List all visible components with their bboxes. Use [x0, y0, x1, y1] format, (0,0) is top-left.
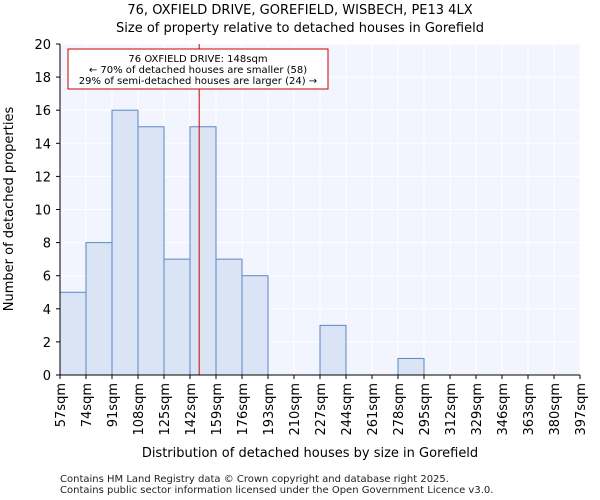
chart-title: 76, OXFIELD DRIVE, GOREFIELD, WISBECH, P… — [127, 3, 472, 18]
y-tick-label: 6 — [43, 270, 51, 285]
x-tick-label: 74sqm — [80, 383, 95, 427]
x-tick-label: 261sqm — [366, 383, 381, 436]
x-tick-label: 295sqm — [418, 383, 433, 436]
bars — [59, 109, 425, 376]
x-tick-label: 363sqm — [522, 383, 537, 436]
x-tick-label: 57sqm — [54, 383, 69, 427]
bar-278sqm — [397, 357, 425, 376]
y-tick-label: 2 — [43, 336, 51, 351]
x-tick-label: 227sqm — [314, 383, 329, 436]
y-tick-label: 10 — [34, 204, 51, 219]
x-tick-label: 125sqm — [158, 383, 173, 436]
x-tick-label: 397sqm — [574, 383, 589, 436]
x-axis-ticks: 57sqm 74sqm 91sqm 108sqm 125sqm 142sqm 159sqm 1… — [54, 374, 589, 436]
y-tick-label: 14 — [34, 137, 51, 152]
x-tick-label: 210sqm — [288, 383, 303, 436]
y-axis-ticks: 0 2 4 6 8 10 12 14 16 18 20 — [34, 38, 61, 384]
annotation-line-3: 29% of semi-detached houses are larger (… — [79, 76, 317, 87]
bar-125sqm — [163, 258, 191, 376]
x-tick-label: 244sqm — [340, 383, 355, 436]
x-tick-label: 278sqm — [392, 383, 407, 436]
x-tick-label: 142sqm — [184, 383, 199, 436]
x-tick-label: 108sqm — [132, 383, 147, 436]
x-axis-label: Distribution of detached houses by size … — [142, 446, 478, 461]
x-tick-label: 312sqm — [444, 383, 459, 436]
y-tick-label: 4 — [43, 303, 51, 318]
x-tick-label: 346sqm — [496, 383, 511, 436]
x-tick-label: 159sqm — [210, 383, 225, 436]
footer-line-1: Contains HM Land Registry data © Crown c… — [60, 474, 449, 485]
annotation-line-1: 76 OXFIELD DRIVE: 148sqm — [128, 54, 267, 65]
chart-subtitle: Size of property relative to detached ho… — [116, 21, 484, 36]
y-tick-label: 8 — [43, 237, 51, 252]
y-tick-label: 20 — [34, 38, 51, 53]
annotation-line-2: ← 70% of detached houses are smaller (58… — [89, 65, 307, 76]
x-tick-label: 193sqm — [262, 383, 277, 436]
bar-108sqm — [137, 126, 165, 376]
x-tick-label: 329sqm — [470, 383, 485, 436]
bar-159sqm — [215, 258, 243, 376]
y-tick-label: 12 — [34, 170, 51, 185]
bar-176sqm — [241, 275, 269, 376]
bar-142sqm — [189, 126, 217, 376]
footer-line-2: Contains public sector information licen… — [60, 485, 494, 496]
y-axis-label: Number of detached properties — [2, 107, 17, 312]
annotation-box: 76 OXFIELD DRIVE: 148sqm ← 70% of detach… — [67, 48, 329, 90]
bar-91sqm — [111, 109, 139, 376]
x-tick-label: 91sqm — [106, 383, 121, 427]
y-tick-label: 16 — [34, 104, 51, 119]
y-tick-label: 18 — [34, 71, 51, 86]
x-tick-label: 380sqm — [548, 383, 563, 436]
x-tick-label: 176sqm — [236, 383, 251, 436]
y-tick-label: 0 — [43, 369, 51, 384]
bar-227sqm — [319, 324, 347, 376]
bar-74sqm — [85, 242, 113, 376]
bar-57sqm — [59, 291, 87, 376]
